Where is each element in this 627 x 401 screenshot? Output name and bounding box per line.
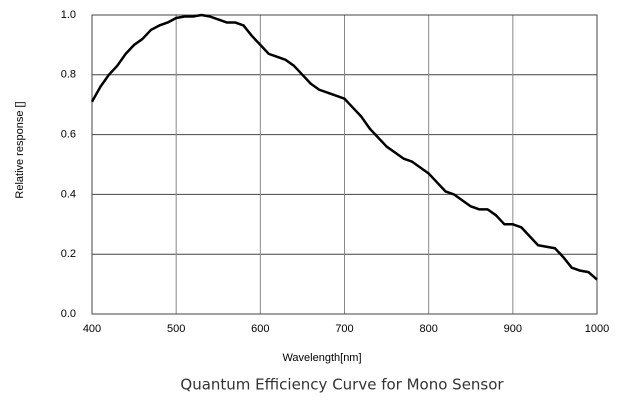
x-tick-label: 900 [504,323,522,335]
plot-frame [91,14,598,315]
y-tick-label: 0.0 [61,308,76,320]
x-tick-label: 700 [335,323,353,335]
y-tick-label: 0.8 [61,69,76,81]
x-tick-label: 400 [83,323,101,335]
y-tick-label: 0.6 [61,129,76,141]
chart-title: Quantum Efficiency Curve for Mono Sensor [180,376,504,394]
x-tick-label: 1000 [585,323,609,335]
x-tick-label: 600 [251,323,269,335]
y-tick-label: 0.4 [61,188,76,200]
y-tick-label: 0.2 [61,248,76,260]
x-tick-label: 500 [167,323,185,335]
x-tick-label: 800 [419,323,437,335]
y-tick-label: 1.0 [61,9,76,21]
x-axis-label: Wavelength[nm] [282,352,361,364]
y-axis-label: Relative response [] [14,101,26,198]
line [90,13,598,281]
